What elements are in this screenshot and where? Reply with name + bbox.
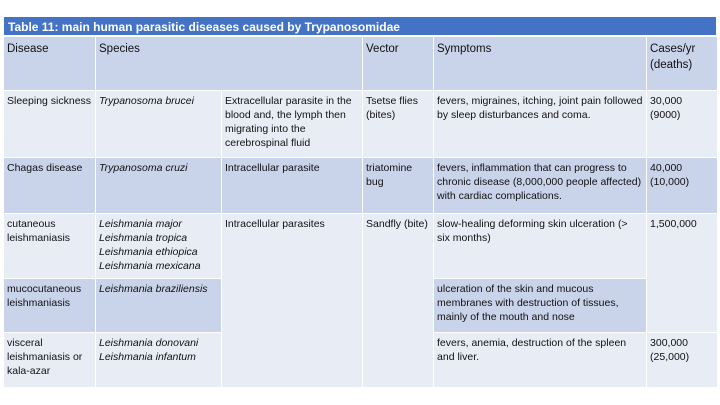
symptoms-cell: fevers, inflammation that can progress t… — [433, 157, 648, 214]
table-row: mucocutaneous leishmaniasis Leishmania b… — [3, 278, 718, 333]
species-name: Leishmania donovani — [99, 337, 199, 349]
header-species: Species — [94, 36, 364, 91]
table-title: Table 11: main human parasitic diseases … — [3, 16, 717, 36]
cases-count: 300,000 — [650, 337, 688, 349]
cases-cell: 300,000 (25,000) — [646, 332, 719, 388]
vector-cell: triatomine bug — [362, 157, 435, 214]
disease-cell: cutaneous leishmaniasis — [3, 213, 96, 279]
species-name: Leishmania tropica — [99, 232, 188, 244]
deaths-count: (9000) — [650, 109, 681, 121]
cases-count: 40,000 — [650, 162, 683, 174]
table-row: Chagas disease Trypanosoma cruzi Intrace… — [3, 157, 719, 214]
species-name: Leishmania major — [99, 218, 182, 230]
table-row: Sleeping sickness Trypanosoma brucei Ext… — [3, 90, 719, 158]
species-name: Leishmania braziliensis — [99, 283, 208, 295]
header-vector: Vector — [362, 36, 435, 91]
disease-cell: Chagas disease — [3, 157, 96, 214]
symptoms-cell: slow-healing deforming skin ulceration (… — [433, 213, 648, 279]
species-name: Trypanosoma brucei — [99, 95, 194, 107]
species-name: Trypanosoma cruzi — [99, 162, 188, 174]
table-row: cutaneous leishmaniasis Leishmania major… — [3, 213, 719, 388]
disease-table-container: Table 11: main human parasitic diseases … — [3, 16, 719, 388]
location-cell: Intracellular parasites — [220, 213, 364, 388]
disease-cell: Sleeping sickness — [3, 90, 96, 158]
deaths-count: (25,000) — [650, 351, 690, 363]
vector-cell: Tsetse flies (bites) — [362, 90, 435, 158]
cases-cell: 40,000 (10,000) — [646, 157, 719, 214]
species-name: Leishmania ethiopica — [99, 246, 198, 258]
location-cell: Extracellular parasite in the blood and,… — [220, 90, 364, 158]
disease-cell: visceral leishmaniasis or kala-azar — [3, 332, 96, 388]
header-symptoms: Symptoms — [433, 36, 648, 91]
species-name: Leishmania mexicana — [99, 260, 201, 272]
table-row: visceral leishmaniasis or kala-azar Leis… — [3, 332, 719, 388]
deaths-count: (10,000) — [650, 176, 690, 188]
symptoms-cell: fevers, anemia, destruction of the splee… — [433, 332, 648, 388]
cases-count: 30,000 — [650, 95, 683, 107]
species-cell: Leishmania major Leishmania tropica Leis… — [95, 213, 222, 279]
location-cell: Intracellular parasite — [220, 157, 364, 214]
cases-cell: 1,500,000 — [646, 213, 719, 333]
header-row: Disease Species Vector Symptoms Cases/yr… — [3, 36, 719, 91]
species-cell: Leishmania braziliensis — [95, 278, 222, 333]
species-cell: Trypanosoma brucei — [95, 90, 222, 158]
header-disease: Disease — [3, 36, 96, 91]
header-cases: Cases/yr (deaths) — [646, 36, 719, 91]
species-name: Leishmania infantum — [99, 351, 196, 363]
vector-cell: Sandfly (bite) — [362, 213, 435, 388]
disease-cell: mucocutaneous leishmaniasis — [3, 278, 96, 333]
species-cell: Trypanosoma cruzi — [95, 157, 222, 214]
symptoms-cell: ulceration of the skin and mucous membra… — [433, 278, 648, 333]
species-cell: Leishmania donovani Leishmania infantum — [95, 332, 222, 388]
cases-count: 1,500,000 — [650, 218, 697, 230]
symptoms-cell: fevers, migraines, itching, joint pain f… — [433, 90, 648, 158]
disease-table: Disease Species Vector Symptoms Cases/yr… — [3, 36, 719, 388]
cases-cell: 30,000 (9000) — [646, 90, 719, 158]
